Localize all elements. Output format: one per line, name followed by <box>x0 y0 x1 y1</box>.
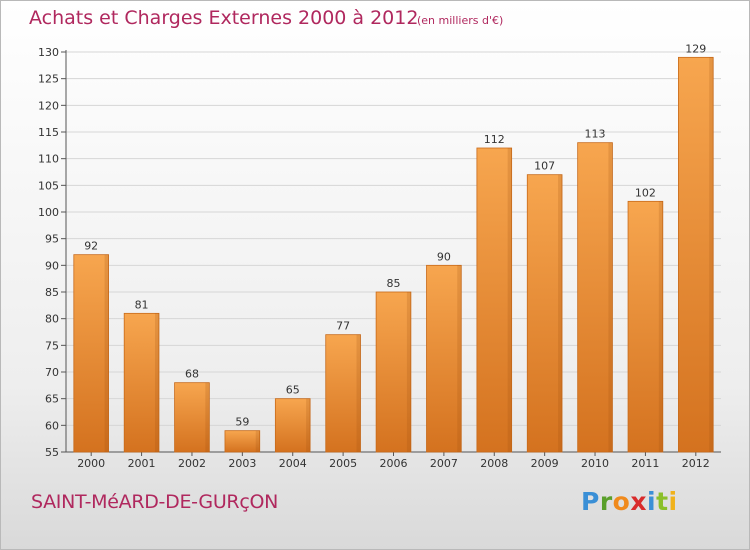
bars <box>73 56 714 453</box>
bar-shade <box>205 382 210 452</box>
x-tick-label: 2011 <box>631 457 659 470</box>
bar-shade <box>154 313 159 452</box>
y-tick-label: 130 <box>38 46 59 59</box>
data-label: 102 <box>635 186 656 199</box>
data-label: 112 <box>484 133 505 146</box>
logo-letter: t <box>656 487 669 516</box>
bar <box>526 174 563 453</box>
bar <box>577 142 613 453</box>
y-tick-label: 65 <box>45 393 59 406</box>
bar <box>476 147 513 453</box>
bar <box>274 398 311 453</box>
proxiti-logo: Proxiti <box>581 487 678 516</box>
data-label: 85 <box>387 277 401 290</box>
bar-shade <box>457 265 462 452</box>
bar <box>325 334 361 453</box>
bar <box>627 200 664 453</box>
bar-shade <box>709 57 714 452</box>
y-tick-label: 90 <box>45 259 59 272</box>
data-label: 90 <box>437 250 451 263</box>
bar-shade <box>406 292 411 452</box>
logo-letter: i <box>668 487 678 516</box>
bar <box>174 382 210 453</box>
x-tick-label: 2007 <box>430 457 458 470</box>
x-tick-label: 2000 <box>77 457 105 470</box>
y-tick-label: 100 <box>38 206 59 219</box>
bar-shade <box>608 142 613 452</box>
y-tick-label: 95 <box>45 233 59 246</box>
bar-shade <box>306 398 311 452</box>
bar <box>426 264 462 453</box>
x-tick-label: 2012 <box>682 457 710 470</box>
y-tick-label: 55 <box>45 446 59 459</box>
data-label: 59 <box>235 416 249 429</box>
data-label: 65 <box>286 384 300 397</box>
data-label: 92 <box>84 240 98 253</box>
x-tick-label: 2002 <box>178 457 206 470</box>
commune-name: SAINT-MéARD-DE-GURçON <box>31 491 279 513</box>
y-tick-label: 105 <box>38 179 59 192</box>
bar <box>678 56 714 453</box>
bar-shade <box>558 174 563 452</box>
bar-shade <box>356 334 361 452</box>
x-tick-label: 2009 <box>531 457 559 470</box>
x-tick-label: 2004 <box>279 457 307 470</box>
y-tick-label: 85 <box>45 286 59 299</box>
bar-shade <box>507 148 512 452</box>
labels: 55 60 65 70 75 80 85 90 95 100 105 110 115 120 125 130 9… <box>38 42 710 470</box>
x-tick-label: 2010 <box>581 457 609 470</box>
data-label: 81 <box>135 298 149 311</box>
data-label: 68 <box>185 368 199 381</box>
logo-letter: i <box>647 487 657 516</box>
bar <box>73 254 109 453</box>
y-tick-label: 120 <box>38 99 59 112</box>
bar <box>224 430 261 453</box>
x-tick-label: 2005 <box>329 457 357 470</box>
y-tick-label: 125 <box>38 73 59 86</box>
y-tick-label: 110 <box>38 153 59 166</box>
data-label: 129 <box>685 42 706 55</box>
x-tick-label: 2001 <box>128 457 156 470</box>
bar-shade <box>104 254 109 452</box>
y-tick-label: 75 <box>45 339 59 352</box>
logo-letter: P <box>581 487 600 516</box>
data-label: 113 <box>585 128 606 141</box>
x-tick-label: 2008 <box>480 457 508 470</box>
y-tick-label: 60 <box>45 419 59 432</box>
x-tick-label: 2006 <box>380 457 408 470</box>
x-tick-label: 2003 <box>228 457 256 470</box>
y-tick-label: 115 <box>38 126 59 139</box>
bar <box>123 312 160 453</box>
y-tick-label: 80 <box>45 313 59 326</box>
logo-letter: r <box>599 487 613 516</box>
logo-letter: x <box>630 487 647 516</box>
chart-subtitle: (en milliers d'€) <box>417 14 504 27</box>
y-tick-label: 70 <box>45 366 59 379</box>
data-label: 77 <box>336 320 350 333</box>
logo-letter: o <box>612 487 631 516</box>
bar-shade <box>255 430 260 452</box>
chart-title: Achats et Charges Externes 2000 à 2012 <box>29 7 419 29</box>
data-label: 107 <box>534 160 555 173</box>
bar <box>375 291 412 453</box>
bar-shade <box>658 201 663 452</box>
